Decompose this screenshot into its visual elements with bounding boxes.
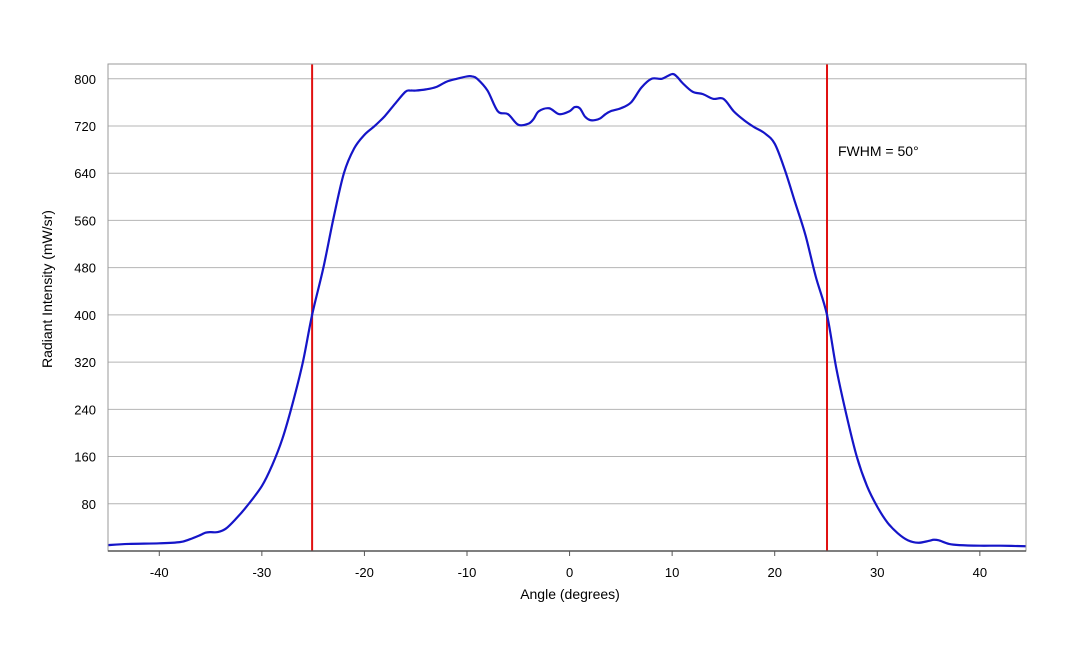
x-axis-label: Angle (degrees) bbox=[520, 586, 620, 602]
y-tick-label: 80 bbox=[82, 497, 96, 512]
x-tick-label: 10 bbox=[665, 565, 679, 580]
grid-lines bbox=[108, 78, 1026, 505]
y-tick-label: 240 bbox=[74, 402, 96, 417]
x-tick-label: -20 bbox=[355, 565, 374, 580]
x-tick-label: 30 bbox=[870, 565, 884, 580]
y-axis-label: Radiant Intensity (mW/sr) bbox=[39, 210, 55, 368]
x-tick-label: -30 bbox=[252, 565, 271, 580]
tick-labels: -40 -30 -20 -10 0 10 20 30 40 80 160 240 320 400 480 56… bbox=[74, 72, 987, 580]
x-tick-label: 20 bbox=[767, 565, 781, 580]
x-tick-label: 40 bbox=[973, 565, 987, 580]
y-tick-label: 720 bbox=[74, 119, 96, 134]
plot-frame bbox=[107, 63, 1027, 552]
y-tick-label: 800 bbox=[74, 72, 96, 87]
y-tick-label: 400 bbox=[74, 308, 96, 323]
series-layer bbox=[107, 72, 1027, 548]
fwhm-reference-lines bbox=[311, 64, 829, 551]
y-tick-label: 640 bbox=[74, 166, 96, 181]
y-tick-label: 320 bbox=[74, 355, 96, 370]
x-tick-label: 0 bbox=[566, 565, 573, 580]
intensity-series-line bbox=[107, 72, 1027, 548]
plot-area-border bbox=[107, 63, 1027, 552]
y-tick-label: 480 bbox=[74, 261, 96, 276]
y-tick-label: 160 bbox=[74, 450, 96, 465]
x-tick-label: -10 bbox=[458, 565, 477, 580]
x-tick-label: -40 bbox=[150, 565, 169, 580]
fwhm-annotation: FWHM = 50° bbox=[838, 143, 919, 159]
y-tick-label: 560 bbox=[74, 213, 96, 228]
